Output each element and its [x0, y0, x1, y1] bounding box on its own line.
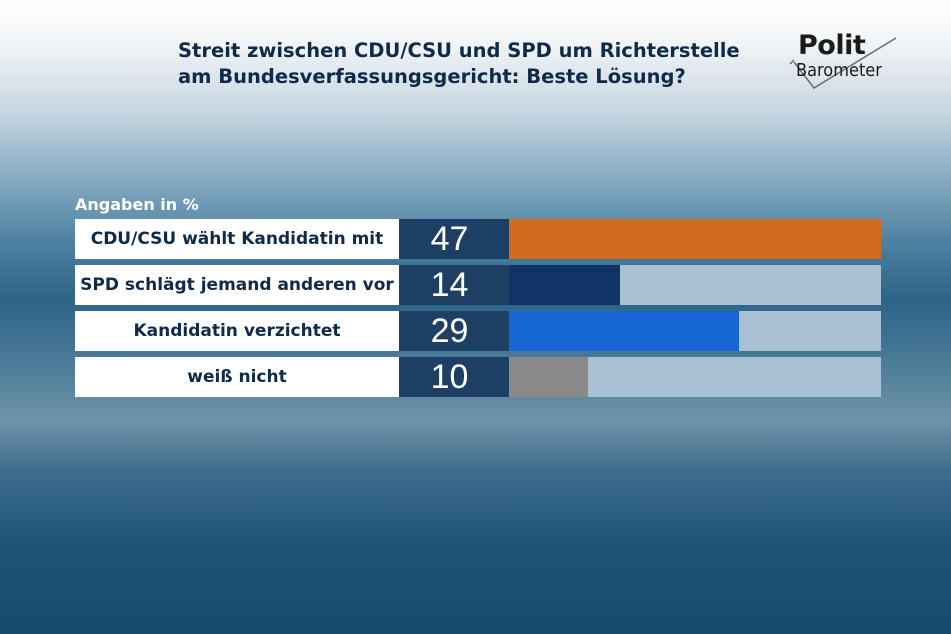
- logo-text-top: Polit: [798, 30, 866, 61]
- bar: [509, 219, 881, 259]
- chart-title: Streit zwischen CDU/CSU und SPD um Richt…: [178, 38, 768, 90]
- bar-row: SPD schlägt jemand anderen vor 14: [75, 265, 881, 305]
- bar-category-label: CDU/CSU wählt Kandidatin mit: [75, 219, 399, 259]
- bar-value-label: 29: [399, 311, 500, 351]
- bar-track: [500, 265, 881, 305]
- bar-track: [500, 357, 881, 397]
- checkmark-icon: [789, 37, 897, 89]
- bar: [509, 311, 739, 351]
- bar-track: [500, 219, 881, 259]
- bar-value-label: 47: [399, 219, 500, 259]
- bar-value-label: 14: [399, 265, 500, 305]
- bar-track: [500, 311, 881, 351]
- bar-category-label: SPD schlägt jemand anderen vor: [75, 265, 399, 305]
- title-line-1: Streit zwischen CDU/CSU und SPD um Richt…: [178, 39, 740, 62]
- bar: [509, 357, 588, 397]
- bar: [509, 265, 620, 305]
- bar-category-label: weiß nicht: [75, 357, 399, 397]
- bar-row: Kandidatin verzichtet 29: [75, 311, 881, 351]
- unit-label: Angaben in %: [75, 195, 199, 214]
- logo-text-bottom: Barometer: [796, 60, 882, 81]
- bar-value-label: 10: [399, 357, 500, 397]
- bar-row: weiß nicht 10: [75, 357, 881, 397]
- politbarometer-logo: Polit Barometer: [784, 30, 904, 92]
- bar-category-label: Kandidatin verzichtet: [75, 311, 399, 351]
- title-line-2: am Bundesverfassungsgericht: Beste Lösun…: [178, 65, 686, 88]
- bar-row: CDU/CSU wählt Kandidatin mit 47: [75, 219, 881, 259]
